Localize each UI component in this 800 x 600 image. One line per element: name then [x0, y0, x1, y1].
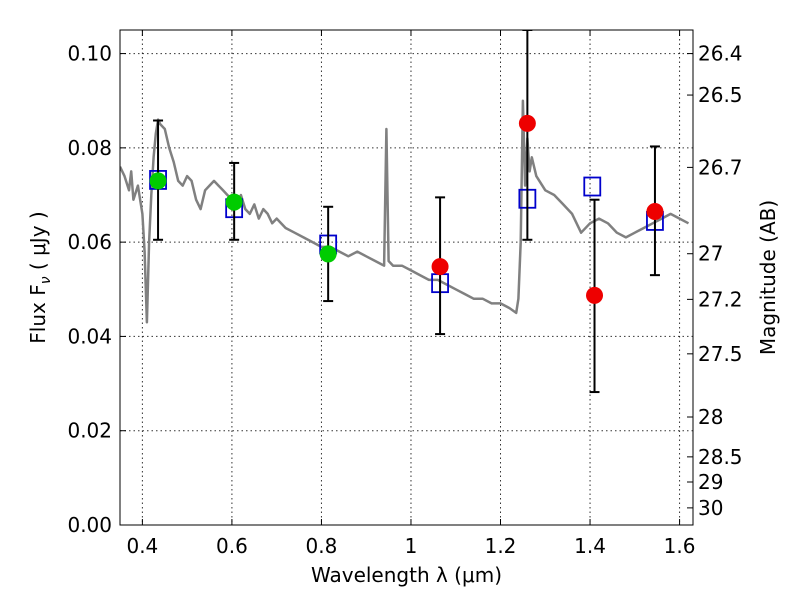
x-tick-label: 0.8 [306, 534, 338, 558]
photometry-point [319, 245, 337, 263]
model-series [149, 170, 664, 294]
photometry-series [149, 114, 664, 304]
x-tick-label: 0.6 [216, 534, 248, 558]
plot-frame [119, 29, 694, 526]
y-tick-label: 0.06 [67, 230, 112, 254]
y-tick-label: 0.04 [67, 324, 112, 348]
x-tick-label: 1.2 [485, 534, 517, 558]
photometry-point [149, 172, 167, 190]
x-tick-label: 1.6 [664, 534, 696, 558]
y-tick-label: 0.08 [67, 136, 112, 160]
magnitude-tick-label: 27 [698, 242, 723, 266]
magnitude-tick-label: 27.2 [698, 287, 743, 311]
x-tick-label: 1.4 [574, 534, 606, 558]
y-axis-label-subscript: ν [38, 276, 54, 284]
y-axis-label-main: Flux F [26, 284, 50, 343]
errorbar-series [153, 30, 660, 394]
x-tick-label: 1 [405, 534, 418, 558]
x-axis-label: Wavelength λ (μm) [311, 563, 502, 587]
spectrum-line [120, 99, 690, 324]
magnitude-tick-label: 26.4 [698, 42, 743, 66]
magnitude-tick-label: 27.5 [698, 342, 743, 366]
x-axis-ticks: 0.4 0.6 0.8 1 1.2 1.4 1.6 [126, 30, 695, 558]
y-axis-label: Flux Fν ( μJy ) [26, 211, 54, 343]
photometry-point [225, 193, 243, 211]
magnitude-tick-label: 28.5 [698, 445, 743, 469]
photometry-point-ir [431, 258, 449, 276]
photometry-point-ir [646, 203, 664, 220]
model-square [583, 176, 602, 197]
y-tick-label: 0.10 [67, 42, 112, 66]
spectrum-series [120, 99, 690, 324]
y-tick-label: 0.00 [67, 513, 112, 537]
magnitude-tick-label: 29 [698, 470, 723, 494]
x-tick-label: 0.4 [126, 534, 158, 558]
y-axis-ticks: 0.00 0.02 0.04 0.06 0.08 0.10 [67, 42, 126, 537]
magnitude-tick-label: 30 [698, 496, 723, 520]
y-tick-label: 0.02 [67, 419, 112, 443]
magnitude-axis-label: Magnitude (AB) [756, 200, 780, 355]
photometry-point-ir [518, 114, 536, 132]
grid [120, 30, 693, 525]
photometry-point-ir [586, 286, 604, 304]
magnitude-tick-label: 28 [698, 405, 723, 429]
magnitude-tick-label: 26.5 [698, 83, 743, 107]
magnitude-tick-label: 26.7 [698, 155, 743, 179]
y-axis-label-unit: ( μJy ) [26, 211, 50, 276]
